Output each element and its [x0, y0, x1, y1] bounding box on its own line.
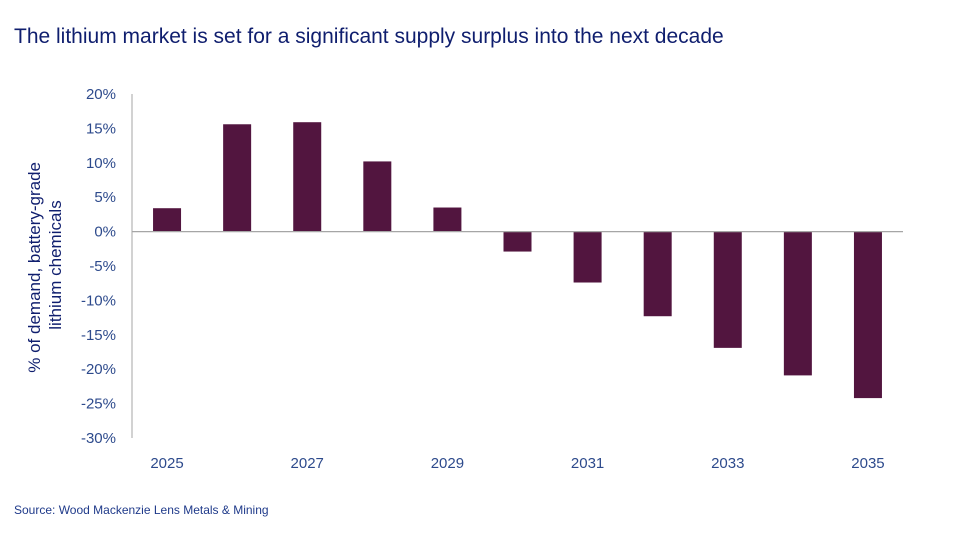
x-tick-label: 2029 — [431, 455, 464, 472]
y-tick-label: -30% — [81, 430, 116, 447]
y-tick-label: -10% — [81, 292, 116, 309]
bar-2035 — [853, 231, 882, 399]
y-tick-label: -15% — [81, 327, 116, 344]
y-tick-label: 20% — [86, 86, 116, 103]
x-tick-label: 2027 — [291, 455, 324, 472]
y-axis-label: % of demand, battery-grade lithium chemi… — [25, 157, 65, 372]
y-tick-label: -5% — [89, 258, 116, 275]
x-tick-label: 2033 — [711, 455, 744, 472]
bar-2033 — [713, 231, 742, 348]
bar-2030 — [503, 231, 532, 252]
x-tick-label: 2031 — [571, 455, 604, 472]
y-tick-label: 10% — [86, 155, 116, 172]
x-tick-label: 2025 — [150, 455, 183, 472]
bar-2026 — [223, 124, 252, 232]
y-axis-label-line-2: lithium chemicals — [46, 200, 65, 329]
bar-2029 — [433, 207, 462, 232]
y-tick-label: 5% — [94, 189, 116, 206]
y-tick-label: -25% — [81, 396, 116, 413]
source-note: Source: Wood Mackenzie Lens Metals & Min… — [14, 503, 269, 517]
bar-2028 — [363, 161, 392, 232]
y-tick-label: 0% — [94, 224, 116, 241]
bar-2032 — [643, 231, 672, 317]
y-tick-label: 15% — [86, 120, 116, 137]
chart-title: The lithium market is set for a signific… — [14, 25, 724, 48]
bar-2031 — [573, 231, 602, 283]
x-tick-label: 2035 — [851, 455, 884, 472]
y-axis-label-line-1: % of demand, battery-grade — [25, 162, 44, 373]
y-tick-label: -20% — [81, 361, 116, 378]
bar-2025 — [153, 208, 182, 232]
bar-2034 — [783, 231, 812, 376]
bar-2027 — [293, 122, 322, 232]
